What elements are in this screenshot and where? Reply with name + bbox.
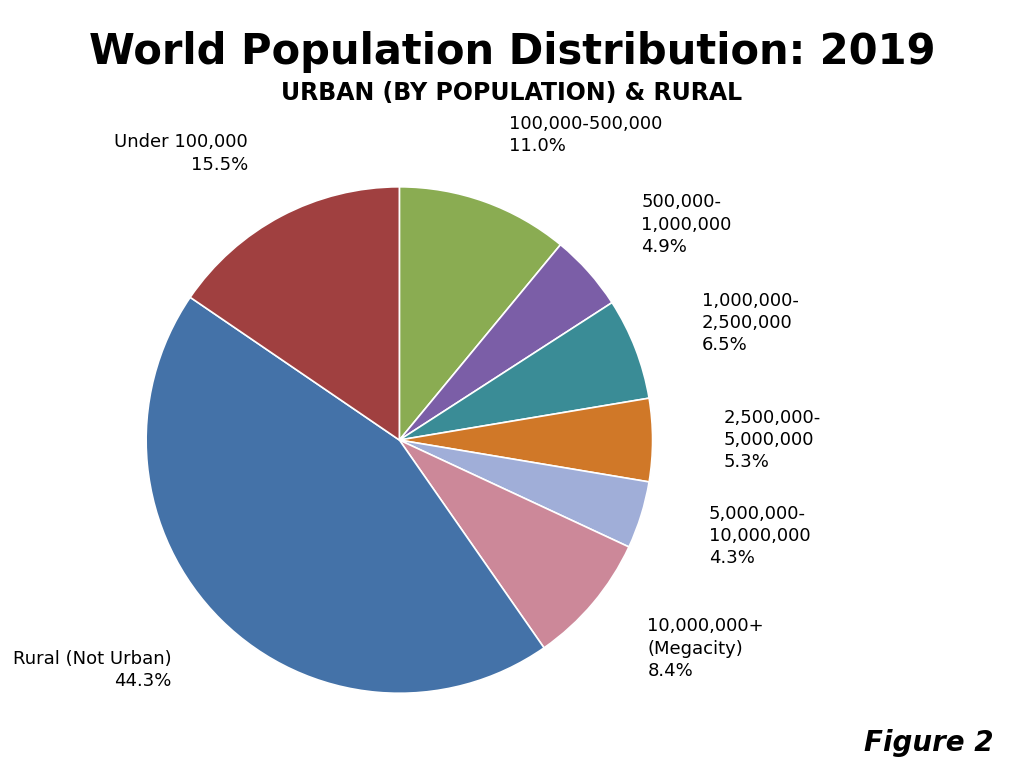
Text: URBAN (BY POPULATION) & RURAL: URBAN (BY POPULATION) & RURAL: [282, 81, 742, 105]
Wedge shape: [399, 303, 649, 440]
Text: 10,000,000+
(Megacity)
8.4%: 10,000,000+ (Megacity) 8.4%: [647, 618, 764, 680]
Wedge shape: [399, 187, 560, 440]
Wedge shape: [399, 440, 649, 547]
Text: 2,500,000-
5,000,000
5.3%: 2,500,000- 5,000,000 5.3%: [724, 409, 820, 471]
Text: 5,000,000-
10,000,000
4.3%: 5,000,000- 10,000,000 4.3%: [709, 505, 811, 567]
Text: World Population Distribution: 2019: World Population Distribution: 2019: [89, 31, 935, 73]
Text: Figure 2: Figure 2: [864, 729, 993, 757]
Wedge shape: [146, 297, 544, 693]
Text: 1,000,000-
2,500,000
6.5%: 1,000,000- 2,500,000 6.5%: [701, 292, 799, 354]
Text: 100,000-500,000
11.0%: 100,000-500,000 11.0%: [509, 115, 663, 155]
Text: Under 100,000
15.5%: Under 100,000 15.5%: [115, 134, 248, 174]
Wedge shape: [399, 398, 652, 482]
Wedge shape: [399, 440, 629, 648]
Text: 500,000-
1,000,000
4.9%: 500,000- 1,000,000 4.9%: [641, 193, 732, 256]
Wedge shape: [399, 245, 612, 440]
Wedge shape: [190, 187, 399, 440]
Text: Rural (Not Urban)
44.3%: Rural (Not Urban) 44.3%: [12, 650, 171, 690]
